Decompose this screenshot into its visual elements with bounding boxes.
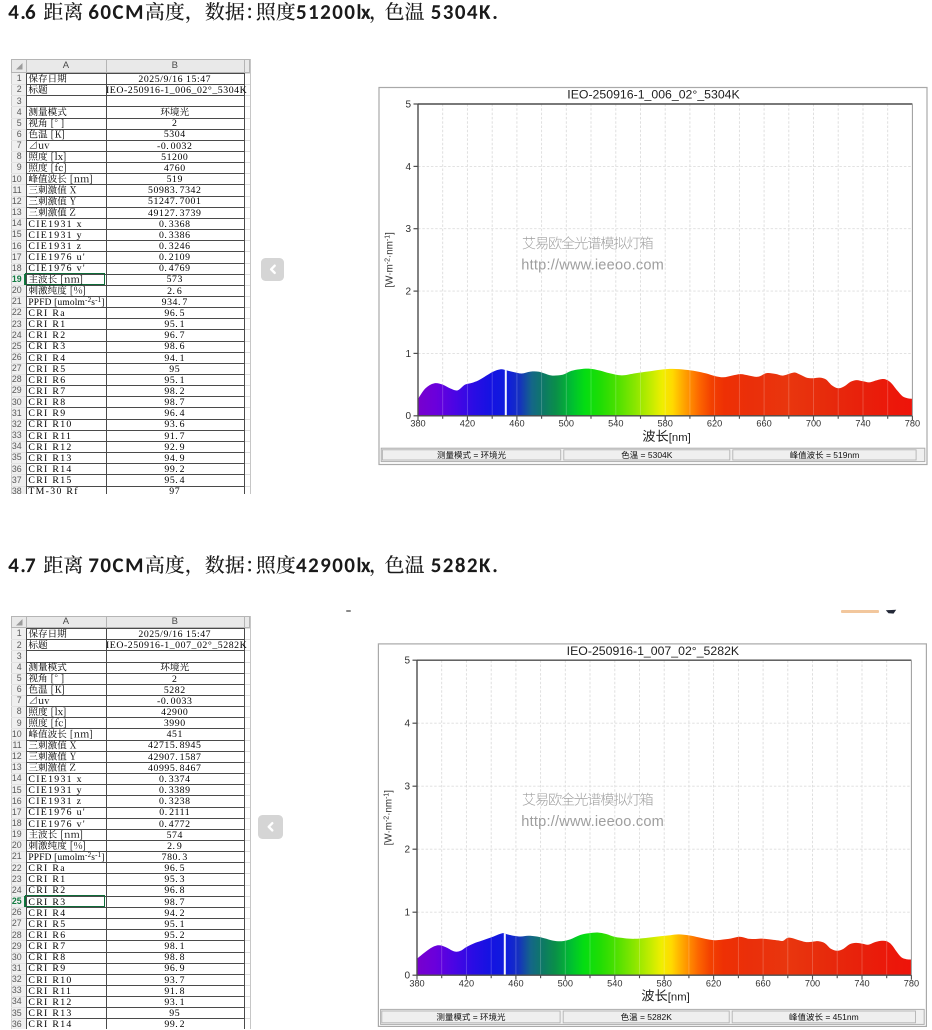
svg-text:580: 580 bbox=[657, 978, 672, 988]
svg-text:=: = bbox=[471, 450, 481, 460]
svg-text:0: 0 bbox=[404, 971, 410, 982]
svg-text:420: 420 bbox=[459, 978, 474, 988]
svg-text:380: 380 bbox=[409, 978, 424, 988]
svg-text:780: 780 bbox=[905, 419, 920, 429]
svg-text:660: 660 bbox=[755, 978, 770, 988]
svg-text:700: 700 bbox=[806, 419, 821, 429]
svg-text:1: 1 bbox=[404, 908, 410, 919]
svg-text:[W·m-2·nm-1]: [W·m-2·nm-1] bbox=[384, 232, 396, 288]
svg-text:3: 3 bbox=[404, 782, 410, 793]
svg-text:4: 4 bbox=[405, 162, 411, 173]
svg-text:2: 2 bbox=[405, 287, 411, 298]
svg-text:460: 460 bbox=[508, 978, 523, 988]
svg-text:IEO-250916-1_007_02°_5282K: IEO-250916-1_007_02°_5282K bbox=[567, 644, 740, 658]
svg-text:420: 420 bbox=[460, 419, 475, 429]
svg-text:http://www.ieeoo.com: http://www.ieeoo.com bbox=[521, 258, 664, 274]
svg-text:=: = bbox=[470, 1012, 480, 1022]
svg-text:= 5304K: = 5304K bbox=[638, 450, 673, 460]
svg-text:540: 540 bbox=[607, 978, 622, 988]
svg-text:2: 2 bbox=[404, 845, 410, 856]
svg-text:3: 3 bbox=[405, 224, 411, 235]
svg-text:380: 380 bbox=[410, 419, 425, 429]
svg-text:500: 500 bbox=[558, 978, 573, 988]
svg-text:= 451nm: = 451nm bbox=[823, 1012, 859, 1022]
svg-text:5: 5 bbox=[404, 656, 410, 667]
svg-text:1: 1 bbox=[405, 349, 411, 360]
svg-text:740: 740 bbox=[855, 419, 870, 429]
svg-text:5: 5 bbox=[405, 99, 411, 110]
svg-text:[nm]: [nm] bbox=[669, 432, 691, 444]
svg-text:580: 580 bbox=[658, 419, 673, 429]
svg-text:500: 500 bbox=[559, 419, 574, 429]
svg-text:660: 660 bbox=[756, 419, 771, 429]
svg-text:[W·m-2·nm-1]: [W·m-2·nm-1] bbox=[383, 790, 395, 846]
svg-text:= 5282K: = 5282K bbox=[638, 1012, 673, 1022]
svg-text:620: 620 bbox=[706, 978, 721, 988]
svg-text:460: 460 bbox=[509, 419, 524, 429]
svg-text:IEO-250916-1_006_02°_5304K: IEO-250916-1_006_02°_5304K bbox=[567, 88, 740, 102]
svg-text:4: 4 bbox=[404, 719, 410, 730]
svg-text:700: 700 bbox=[805, 978, 820, 988]
svg-text:[nm]: [nm] bbox=[668, 991, 690, 1003]
svg-text:620: 620 bbox=[707, 419, 722, 429]
svg-text:740: 740 bbox=[854, 978, 869, 988]
svg-text:= 519nm: = 519nm bbox=[824, 450, 860, 460]
svg-text:540: 540 bbox=[608, 419, 623, 429]
svg-text:780: 780 bbox=[904, 978, 919, 988]
svg-text:http://www.ieeoo.com: http://www.ieeoo.com bbox=[521, 814, 664, 830]
svg-text:0: 0 bbox=[405, 411, 411, 422]
